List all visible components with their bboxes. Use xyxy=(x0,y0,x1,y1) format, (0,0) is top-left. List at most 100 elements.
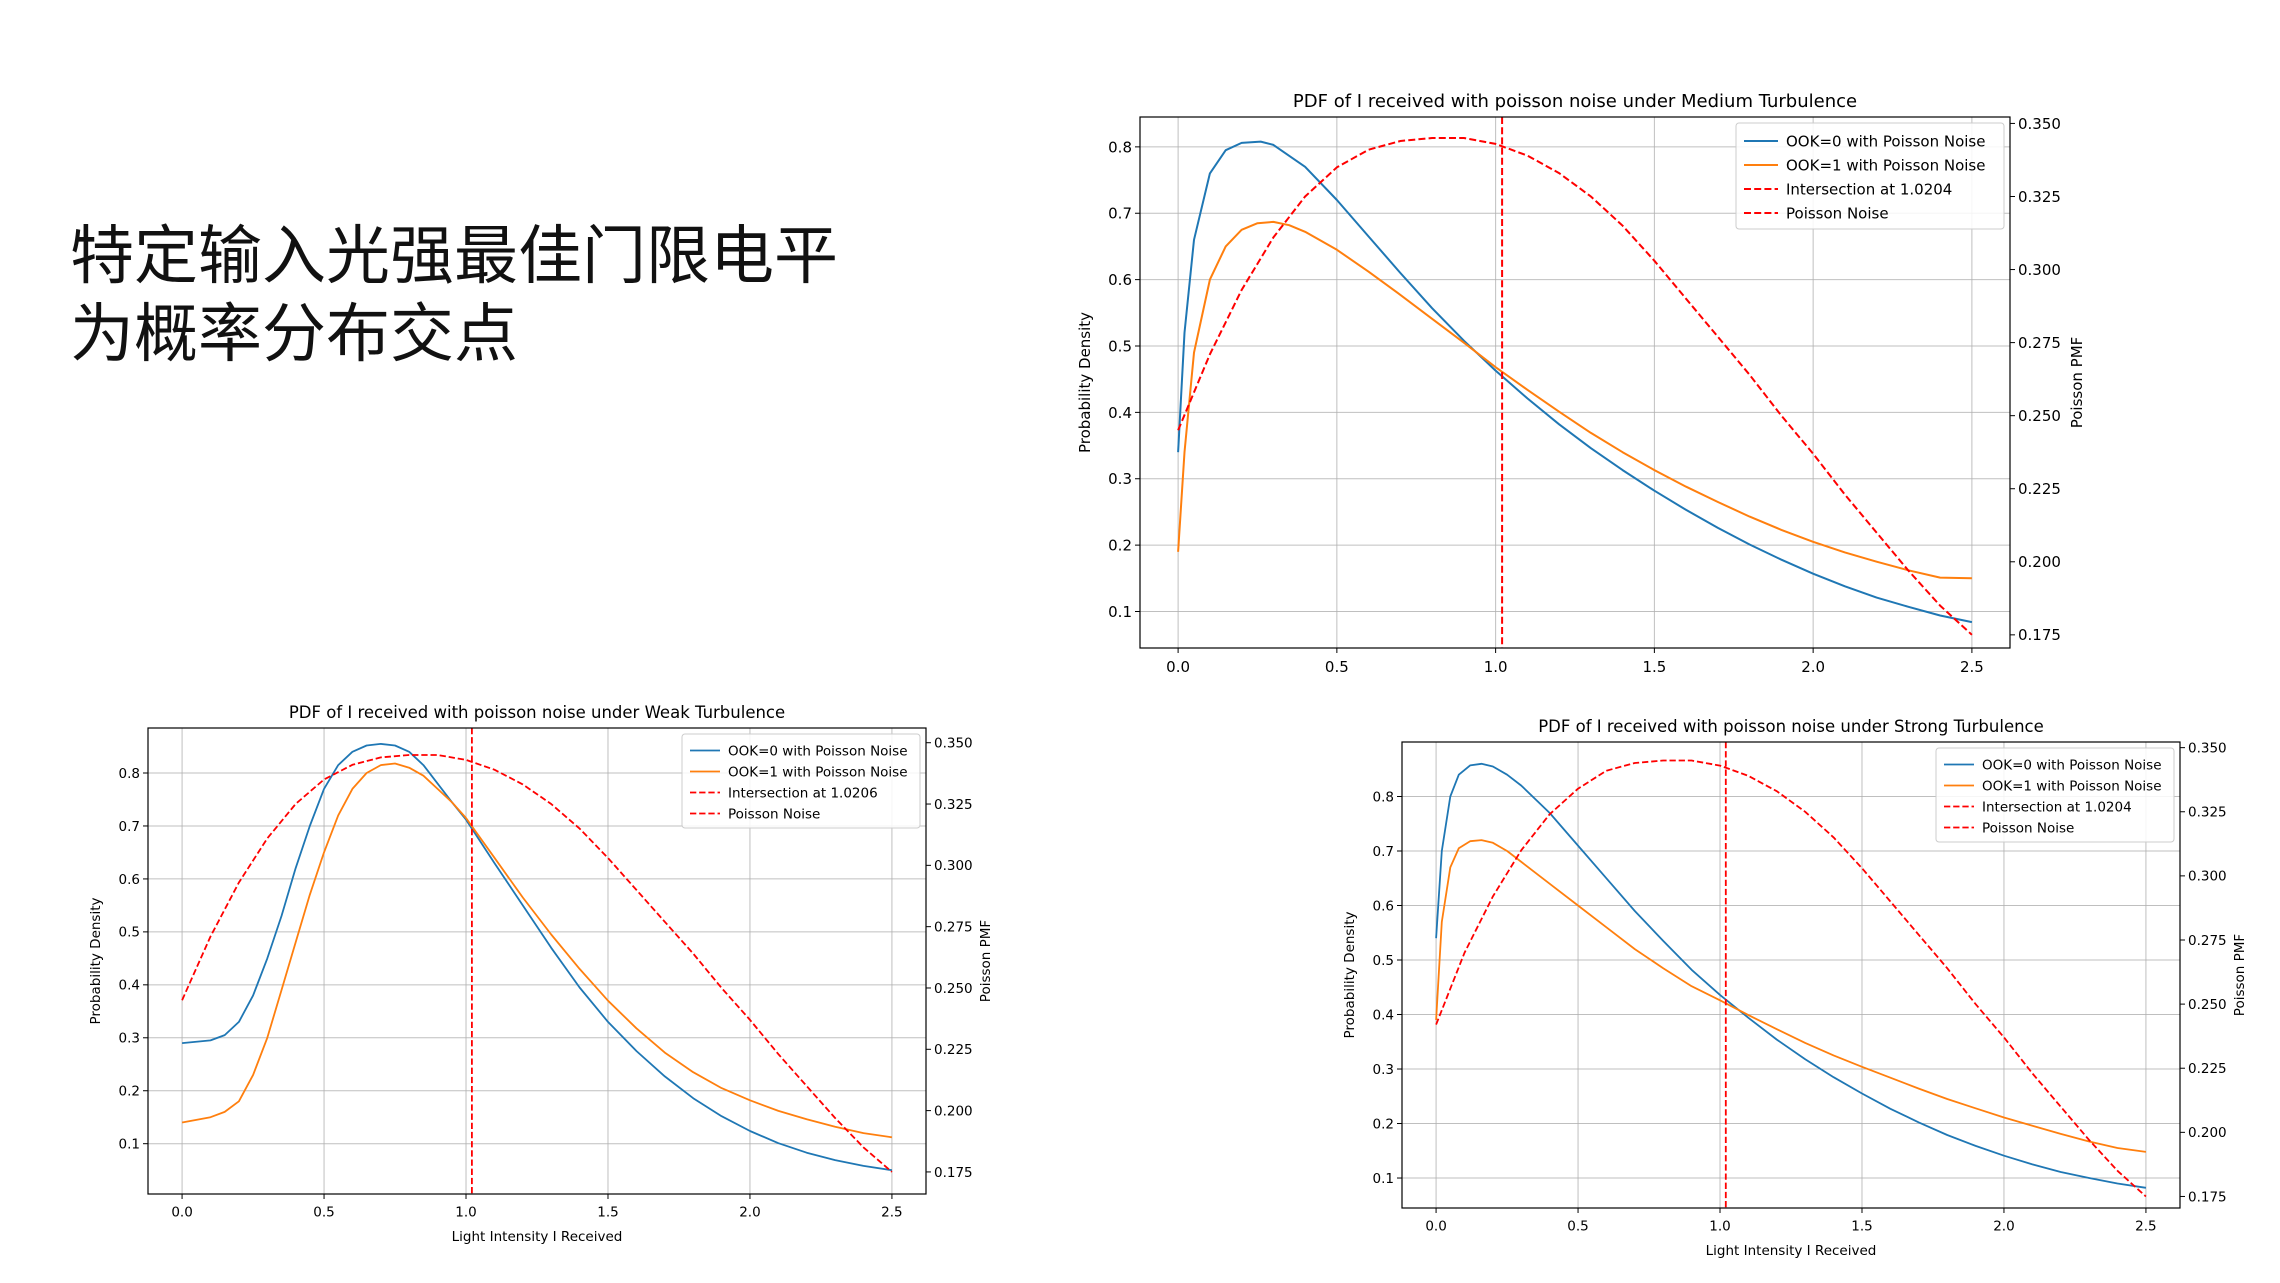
y-tick-label: 0.3 xyxy=(1108,470,1132,488)
plot-area xyxy=(1435,742,2147,1208)
y2-tick-label: 0.175 xyxy=(2018,626,2061,644)
x-tick-label: 1.0 xyxy=(1484,658,1508,676)
series-line-1 xyxy=(182,743,893,1172)
y2-tick-label: 0.200 xyxy=(934,1103,973,1119)
x-axis-label: Light Intensity I Received xyxy=(1706,1243,1877,1259)
x-tick-label: 0.5 xyxy=(313,1205,334,1221)
y2-tick-label: 0.225 xyxy=(2018,480,2061,498)
y2-axis-label: Poisson PMF xyxy=(2232,934,2248,1016)
x-tick-label: 0.5 xyxy=(1325,658,1349,676)
chart-title: PDF of I received with poisson noise und… xyxy=(1293,91,1857,112)
legend-label: Poisson Noise xyxy=(728,806,820,822)
y-tick-label: 0.4 xyxy=(1108,404,1132,422)
x-tick-label: 1.5 xyxy=(1851,1219,1872,1235)
x-tick-label: 2.5 xyxy=(881,1205,902,1221)
x-axis-label: Light Intensity I Received xyxy=(452,1229,623,1245)
slide-title: 特定输入光强最佳门限电平 为概率分布交点 xyxy=(70,218,950,374)
y2-tick-label: 0.275 xyxy=(934,920,973,936)
series-line-4 xyxy=(1435,759,2147,1198)
y2-tick-label: 0.325 xyxy=(934,797,973,813)
y2-tick-label: 0.300 xyxy=(2188,869,2227,885)
y-tick-label: 0.4 xyxy=(1373,1007,1394,1023)
x-tick-label: 2.0 xyxy=(1993,1219,2014,1235)
y2-tick-label: 0.250 xyxy=(934,981,973,997)
y2-tick-label: 0.325 xyxy=(2018,188,2061,206)
legend-label: OOK=1 with Poisson Noise xyxy=(1982,778,2162,794)
y2-tick-label: 0.175 xyxy=(934,1165,973,1181)
y-tick-label: 0.6 xyxy=(1108,271,1132,289)
y2-tick-label: 0.225 xyxy=(934,1042,973,1058)
slide-title-line-1: 特定输入光强最佳门限电平 xyxy=(70,220,838,294)
y2-tick-label: 0.200 xyxy=(2018,553,2061,571)
plot-frame xyxy=(147,727,927,1195)
series-line-2 xyxy=(181,762,893,1139)
y2-axis-label: Poisson PMF xyxy=(2068,337,2086,429)
y-tick-label: 0.3 xyxy=(1373,1062,1394,1078)
y-tick-label: 0.2 xyxy=(1373,1116,1394,1132)
legend-label: Poisson Noise xyxy=(1982,820,2074,836)
legend-box xyxy=(1935,747,2175,843)
series-line-4 xyxy=(181,754,893,1173)
y-axis-label: Probability Density xyxy=(1076,312,1094,453)
y-axis-label: Probability Density xyxy=(1342,912,1358,1039)
series-line-1 xyxy=(1177,140,1973,624)
legend-label: OOK=0 with Poisson Noise xyxy=(1982,757,2162,773)
plot-area xyxy=(181,728,893,1194)
y-tick-label: 0.1 xyxy=(1373,1171,1394,1187)
y2-tick-label: 0.300 xyxy=(2018,261,2061,279)
y2-tick-label: 0.250 xyxy=(2188,997,2227,1013)
y-tick-label: 0.3 xyxy=(119,1031,140,1047)
plot-frame xyxy=(1139,116,2011,649)
y-tick-label: 0.8 xyxy=(119,766,140,782)
y-tick-label: 0.2 xyxy=(1108,537,1132,555)
y2-tick-label: 0.200 xyxy=(2188,1125,2227,1141)
y-axis-label: Probability Density xyxy=(88,898,104,1025)
legend-label: OOK=1 with Poisson Noise xyxy=(1786,156,1985,174)
y2-tick-label: 0.275 xyxy=(2188,933,2227,949)
legend-box xyxy=(1735,122,2005,230)
y-tick-label: 0.8 xyxy=(1373,789,1394,805)
series-line-4 xyxy=(1177,137,1973,636)
x-tick-label: 1.5 xyxy=(1642,658,1666,676)
chart-title: PDF of I received with poisson noise und… xyxy=(289,703,785,722)
series-line-2 xyxy=(1435,839,2147,1153)
y2-tick-label: 0.300 xyxy=(934,858,973,874)
series-line-1 xyxy=(1435,762,2147,1189)
legend-label: Intersection at 1.0206 xyxy=(728,785,878,801)
chart-medium-turbulence: 0.0 0.5 1.0 1.5 2.0 2.5 0.1 0.2 0.3 0.4 0.5 0.6 0.7 0… xyxy=(1076,91,2086,676)
plot-area xyxy=(1177,117,1973,648)
y2-tick-label: 0.250 xyxy=(2018,407,2061,425)
y-tick-label: 0.2 xyxy=(119,1084,140,1100)
y-tick-label: 0.5 xyxy=(1108,337,1132,355)
chart-weak-turbulence: 0.0 0.5 1.0 1.5 2.0 2.5 0.1 0.2 0.3 0.4 0.5 0.6 0.7 0… xyxy=(88,703,994,1245)
y2-tick-label: 0.225 xyxy=(2188,1061,2227,1077)
x-tick-label: 1.5 xyxy=(597,1205,618,1221)
y2-tick-label: 0.325 xyxy=(2188,805,2227,821)
y2-tick-label: 0.350 xyxy=(2188,741,2227,757)
y-tick-label: 0.7 xyxy=(119,819,140,835)
x-tick-label: 2.5 xyxy=(1960,658,1984,676)
x-tick-label: 0.5 xyxy=(1567,1219,1588,1235)
x-tick-label: 2.0 xyxy=(739,1205,760,1221)
y-tick-label: 0.6 xyxy=(119,872,140,888)
y2-tick-label: 0.275 xyxy=(2018,334,2061,352)
legend-label: Intersection at 1.0204 xyxy=(1786,180,1952,198)
y-tick-label: 0.1 xyxy=(1108,603,1132,621)
chart-title: PDF of I received with poisson noise und… xyxy=(1538,717,2044,736)
y-tick-label: 0.7 xyxy=(1373,844,1394,860)
legend-label: OOK=0 with Poisson Noise xyxy=(728,743,908,759)
x-tick-label: 0.0 xyxy=(171,1205,192,1221)
legend-label: Poisson Noise xyxy=(1786,204,1889,222)
x-tick-label: 2.5 xyxy=(2135,1219,2156,1235)
legend-box xyxy=(681,733,921,829)
x-tick-label: 0.0 xyxy=(1425,1219,1446,1235)
y-tick-label: 0.5 xyxy=(1373,953,1394,969)
y2-tick-label: 0.350 xyxy=(934,736,973,752)
x-tick-label: 1.0 xyxy=(455,1205,476,1221)
chart-strong-turbulence: 0.0 0.5 1.0 1.5 2.0 2.5 0.1 0.2 0.3 0.4 0.5 0.6 0.7 0… xyxy=(1342,717,2248,1259)
y-tick-label: 0.8 xyxy=(1108,138,1132,156)
y2-tick-label: 0.175 xyxy=(2188,1189,2227,1205)
legend-label: OOK=0 with Poisson Noise xyxy=(1786,132,1985,150)
legend-label: OOK=1 with Poisson Noise xyxy=(728,764,908,780)
y2-axis-label: Poisson PMF xyxy=(978,920,994,1002)
